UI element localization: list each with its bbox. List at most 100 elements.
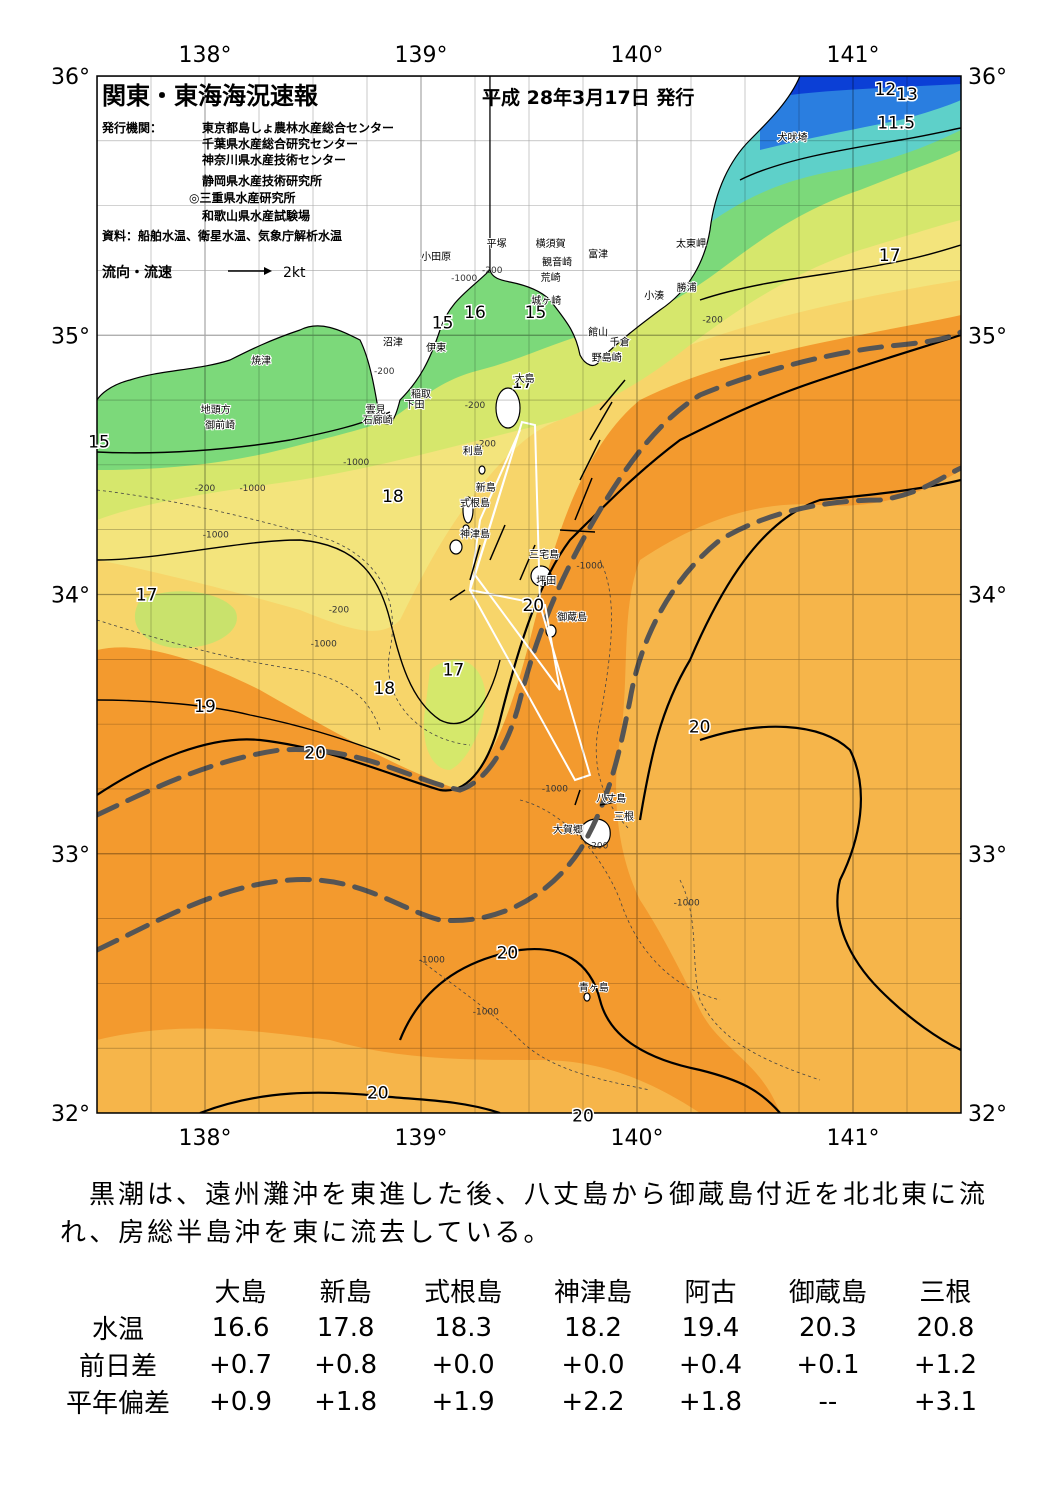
current-arrow [559, 529, 596, 533]
depth-contour-b [97, 619, 381, 731]
longitude-tick-label: 139° [395, 1126, 448, 1151]
current-arrow [589, 401, 613, 441]
flow-legend-label: 流向・流速 [102, 264, 172, 281]
depth-label: -200 [329, 606, 350, 616]
kuroshio-axis-south [97, 465, 961, 953]
table-cell: +0.7 [208, 1349, 273, 1380]
row-label: 平年偏差 [65, 1389, 170, 1419]
isotherm-label: 15 [88, 433, 110, 453]
depth-contour-d [419, 959, 651, 1091]
depth-contour-e [595, 559, 631, 831]
isotherm-label: 17 [512, 373, 534, 393]
place-label: 城ヶ崎 [531, 294, 561, 307]
place-label: 大島 [515, 372, 535, 385]
longitude-tick-label: 139° [395, 43, 448, 68]
longitude-tick-label: 141° [827, 1126, 880, 1151]
latitude-tick-label: 34° [968, 584, 1007, 609]
longitude-ticks-top: 138° 139° 140° 141° [179, 43, 880, 68]
place-label: 下田 [405, 400, 425, 411]
isotherm-label: 20 [304, 744, 326, 764]
latitude-tick-label: 36° [968, 65, 1007, 90]
table-cell: +1.2 [913, 1349, 977, 1380]
table-cell: 20.3 [798, 1312, 857, 1343]
current-arrow [599, 799, 626, 806]
depth-label: -200 [195, 484, 216, 494]
table-cell: 17.8 [316, 1312, 375, 1343]
issuer: 神奈川県水産技術センター [202, 152, 346, 167]
place-label: 利島 [463, 445, 483, 458]
longitude-tick-label: 140° [611, 1126, 664, 1151]
oshima-island [495, 387, 521, 429]
isotherm-label: 15 [525, 303, 547, 323]
table-cell: +0.0 [561, 1349, 625, 1380]
latitude-tick-label: 34° [51, 584, 90, 609]
niijima-island [462, 496, 474, 524]
place-label: 荒崎 [541, 271, 561, 284]
current-arrow [719, 351, 771, 361]
isotherm-label: 15 [432, 313, 454, 333]
isotherm-20-north [97, 333, 961, 796]
depth-label: -1000 [473, 1007, 499, 1017]
depth-labels: -200 -1000 -200 -200 -200 -1000 -200 -1000 -1000… [195, 266, 723, 1017]
row-label: 前日差 [78, 1352, 157, 1382]
depth-label: -1000 [451, 274, 477, 284]
place-label: 小湊 [644, 289, 664, 302]
latitude-tick-label: 33° [968, 843, 1007, 868]
depth-label: -200 [465, 401, 486, 411]
latitude-tick-label: 32° [51, 1102, 90, 1127]
longitude-tick-label: 140° [611, 43, 664, 68]
depth-contour-a [97, 489, 471, 746]
place-label: 三宅島 [529, 548, 559, 561]
longitude-tick-label: 138° [179, 43, 232, 68]
shikinejima-island [462, 524, 470, 532]
column-header: 大島 [214, 1278, 267, 1308]
issuer: 東京都島しょ農林水産総合センター [202, 120, 394, 135]
table-cell: 18.2 [564, 1312, 622, 1343]
blue-region [760, 76, 961, 150]
isotherm-20-east [638, 478, 961, 821]
table-cell: +0.4 [678, 1349, 743, 1380]
longitude-tick-label: 141° [827, 43, 880, 68]
isotherm-15 [97, 411, 391, 454]
table-cell: +1.8 [314, 1386, 378, 1417]
depth-label: -1000 [419, 956, 445, 966]
place-label: 新島 [476, 481, 496, 494]
south-light-region [97, 1028, 700, 1113]
column-header: 神津島 [553, 1278, 632, 1308]
grid-lines [97, 76, 961, 1113]
latitude-tick-label: 32° [968, 1102, 1007, 1127]
current-arrow [449, 589, 466, 601]
flow-legend-unit: 2kt [283, 265, 306, 281]
latitude-tick-label: 35° [51, 324, 90, 349]
table-row: 平年偏差 +0.9 +1.8 +1.9 +2.2 +1.8 -- +3.1 [48, 1383, 998, 1420]
flow-legend-arrowhead-icon [264, 267, 272, 275]
map-title: 関東・東海海況速報 [102, 82, 319, 110]
current-arrows [449, 351, 771, 806]
table-row: 水温 16.6 17.8 18.3 18.2 19.4 20.3 20.8 [48, 1309, 998, 1346]
place-label: 八丈島 [596, 792, 626, 805]
place-label: 館山 [588, 325, 608, 338]
isotherm-17-east [699, 244, 961, 301]
current-arrow [489, 524, 506, 561]
cool-patch-south [423, 659, 486, 770]
place-label: 野島崎 [592, 351, 622, 364]
place-label: 小田原 [421, 251, 451, 263]
isotherm-lines [97, 127, 961, 1113]
current-arrow [574, 477, 593, 521]
depth-contour-c [519, 799, 721, 1001]
place-label: 伊東 [426, 341, 446, 354]
isotherm-20-south-a [398, 948, 781, 1113]
isotherm-label: 17 [136, 586, 158, 606]
latitude-tick-label: 33° [51, 843, 90, 868]
row-label: 水温 [91, 1315, 144, 1345]
longitude-ticks-bottom: 138° 139° 140° 141° [179, 1126, 880, 1151]
depth-label: -1000 [576, 562, 602, 572]
deep-blue-region [790, 76, 961, 95]
table-cell: +1.8 [678, 1386, 743, 1417]
isotherm-label: 13 [896, 85, 918, 105]
table-cell: +1.9 [431, 1386, 495, 1417]
depth-label: -1000 [311, 639, 337, 649]
isotherm-label: 18 [382, 487, 404, 507]
place-label: 太東岬 [676, 237, 706, 250]
column-header: 御蔵島 [788, 1278, 867, 1308]
